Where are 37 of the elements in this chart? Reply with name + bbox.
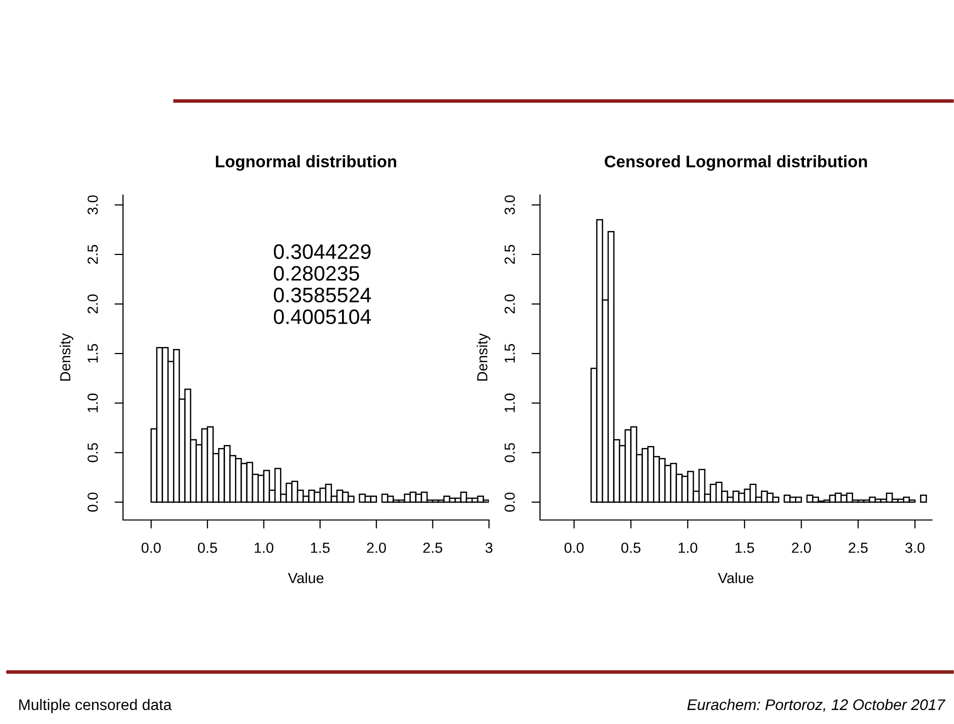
- y-tick-label: 0.5: [504, 443, 515, 462]
- x-tick-label: 0.5: [621, 542, 640, 553]
- x-axis-title: Value: [288, 572, 324, 584]
- x-tick-label: 3.0: [905, 542, 925, 553]
- x-tick-label: 2.5: [423, 542, 442, 553]
- y-axis-title: Density: [60, 333, 74, 381]
- y-tick-label: 0.0: [504, 492, 515, 512]
- text: Eurachem: Portoroz, 12 October 2017: [687, 698, 946, 712]
- x-tick-label: 0.5: [198, 542, 217, 553]
- x-tick-label: 3: [486, 542, 492, 553]
- chart-title: Censored Lognormal distribution: [604, 155, 867, 171]
- y-tick-label: 1.0: [504, 394, 515, 412]
- y-tick-label: 2.0: [504, 294, 515, 314]
- y-tick-label: 1.5: [88, 344, 98, 363]
- x-axis-title: Value: [718, 572, 754, 584]
- x-tick-label: 1.0: [678, 542, 698, 553]
- x-tick-label: 1.0: [254, 542, 274, 553]
- x-tick-label: 2.5: [848, 542, 868, 553]
- x-tick-label: 1.5: [736, 542, 754, 553]
- y-tick-label: 2.5: [88, 244, 98, 264]
- x-tick-label: 2.0: [792, 542, 811, 553]
- x-tick-label: 1.5: [311, 542, 330, 553]
- chart-title: Lognormal distribution: [216, 155, 396, 171]
- y-tick-label: 0.5: [88, 443, 98, 462]
- x-tick-label: 0.0: [564, 542, 584, 553]
- y-axis-title: Density: [476, 333, 490, 381]
- y-tick-label: 0.0: [88, 492, 98, 512]
- text: Multiple censored data: [19, 698, 172, 714]
- x-tick-label: 2.0: [366, 542, 386, 553]
- y-tick-label: 2.0: [88, 294, 98, 314]
- y-tick-label: 3.0: [504, 195, 515, 214]
- y-tick-label: 1.5: [504, 344, 515, 363]
- x-tick-label: 0.0: [142, 542, 161, 553]
- y-tick-label: 3.0: [88, 195, 98, 214]
- annotation: 0.3044229 0.280235 0.3585524 0.4005104: [274, 244, 371, 324]
- y-tick-label: 2.5: [504, 244, 515, 264]
- y-tick-label: 1.0: [88, 394, 98, 412]
